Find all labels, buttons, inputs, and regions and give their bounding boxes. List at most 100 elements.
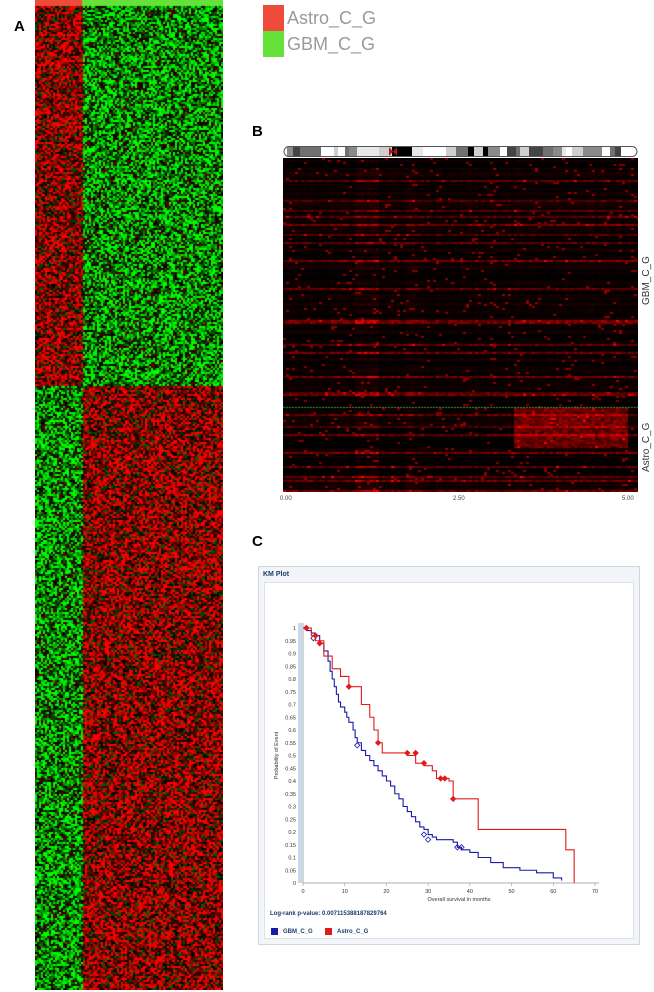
y-tick-label: 0 bbox=[293, 881, 296, 887]
y-tick-label: 0.4 bbox=[288, 779, 296, 785]
chromosome-band bbox=[338, 147, 345, 156]
chromosome-band bbox=[431, 147, 446, 156]
chromosome-band bbox=[529, 147, 543, 156]
chromosome-band bbox=[520, 147, 529, 156]
km-plot-area: 0 0.05 0.1 0.15 0.2 0.25 0.3 0.35 0.4 0.45 0.5 0.55… bbox=[264, 582, 634, 939]
chromosome-band bbox=[488, 147, 500, 156]
censor-mark-GBM_C_G bbox=[454, 844, 461, 851]
x-tick-label: 0 bbox=[301, 889, 304, 895]
legend-label-astro: Astro_C_G bbox=[287, 8, 377, 28]
y-tick-label: 0.2 bbox=[288, 830, 296, 836]
chromosome-band bbox=[412, 147, 423, 156]
x-tick-label: 60 bbox=[550, 889, 556, 895]
chromosome-band bbox=[610, 147, 615, 156]
y-tick-label: 0.35 bbox=[285, 792, 296, 798]
chromosome-band bbox=[583, 147, 595, 156]
panel-b-label: B bbox=[252, 123, 263, 140]
y-axis-strip bbox=[298, 623, 302, 883]
censor-mark-Astro_C_G bbox=[420, 759, 428, 767]
chromosome-band bbox=[615, 147, 621, 156]
chromosome-band bbox=[507, 147, 516, 156]
chromosome-band bbox=[621, 147, 634, 156]
km-legend-label-astro: Astro_C_G bbox=[337, 928, 369, 935]
censor-mark-Astro_C_G bbox=[303, 624, 310, 632]
y-tick-label: 0.5 bbox=[288, 754, 296, 760]
legend-label-gbm: GBM_C_G bbox=[287, 34, 376, 54]
chromosome-band bbox=[357, 147, 366, 156]
censor-mark-GBM_C_G bbox=[354, 742, 361, 749]
chromosome-band bbox=[300, 147, 311, 156]
x-axis-title: Overall survival in months bbox=[428, 897, 491, 903]
y-tick-label: 0.25 bbox=[285, 817, 296, 823]
chromosome-band bbox=[366, 147, 379, 156]
chromosome-band bbox=[500, 147, 507, 156]
chromosome-band bbox=[543, 147, 553, 156]
panel-b-tick-0: 0.00 bbox=[280, 496, 292, 502]
x-tick-label: 70 bbox=[592, 889, 598, 895]
series-line-GBM_C_G bbox=[303, 627, 563, 881]
y-tick-label: 0.3 bbox=[288, 805, 296, 811]
chromosome-band bbox=[483, 147, 488, 156]
panel-b-label-gbm: GBM_C_G bbox=[641, 256, 652, 305]
series-line-Astro_C_G bbox=[303, 627, 575, 883]
chromosome-outline bbox=[283, 146, 638, 157]
censor-mark-Astro_C_G bbox=[345, 683, 353, 690]
censor-mark-Astro_C_G bbox=[450, 795, 457, 803]
censor-mark-Astro_C_G bbox=[441, 775, 448, 782]
chromosome-band bbox=[287, 147, 293, 156]
km-frame-title: KM Plot bbox=[263, 571, 290, 578]
y-tick-label: 0.05 bbox=[285, 868, 296, 874]
chromosome-band bbox=[392, 147, 403, 156]
km-legend-swatch-astro bbox=[325, 928, 332, 935]
chromosome-band bbox=[379, 147, 392, 156]
y-tick-label: 0.8 bbox=[288, 677, 296, 683]
km-plot-frame: KM Plot 0 0.05 0.1 0.15 0.2 0.25 0.3 0.35 0.4 0.4… bbox=[258, 566, 640, 945]
y-tick-label: 0.85 bbox=[285, 664, 296, 670]
y-tick-label: 0.95 bbox=[285, 639, 296, 645]
x-tick-label: 40 bbox=[467, 889, 473, 895]
panel-b-label-astro: Astro_C_G bbox=[641, 422, 652, 472]
chromosome-band bbox=[456, 147, 468, 156]
chromosome-band bbox=[349, 147, 357, 156]
chromosome-band bbox=[403, 147, 412, 156]
censor-mark-GBM_C_G bbox=[458, 844, 465, 851]
x-tick-label: 30 bbox=[425, 889, 431, 895]
censor-mark-Astro_C_G bbox=[404, 749, 411, 757]
centromere-marker bbox=[389, 147, 397, 156]
censor-mark-Astro_C_G bbox=[437, 775, 444, 782]
y-tick-label: 0.75 bbox=[285, 690, 296, 696]
legend-swatch-astro bbox=[263, 5, 284, 31]
chromosome-band bbox=[311, 147, 321, 156]
censor-mark-Astro_C_G bbox=[316, 640, 323, 647]
chromosome-band bbox=[595, 147, 602, 156]
censor-mark-Astro_C_G bbox=[374, 739, 382, 746]
panel-c-label: C bbox=[252, 533, 263, 550]
x-tick-label: 50 bbox=[509, 889, 515, 895]
y-tick-label: 0.15 bbox=[285, 843, 296, 849]
y-tick-label: 0.55 bbox=[285, 741, 296, 747]
chromosome-band bbox=[566, 147, 572, 156]
chromosome-band bbox=[334, 147, 338, 156]
km-legend-gbm: GBM_C_G bbox=[271, 928, 313, 935]
expression-heatmap bbox=[35, 0, 223, 990]
chromosome-band bbox=[423, 147, 431, 156]
chromosome-band bbox=[562, 147, 566, 156]
panel-b-tick-2: 5.00 bbox=[622, 496, 634, 502]
y-tick-label: 0.9 bbox=[288, 652, 296, 658]
x-tick-label: 10 bbox=[342, 889, 348, 895]
censor-mark-GBM_C_G bbox=[424, 836, 432, 843]
panel-a-label: A bbox=[14, 18, 25, 35]
panel-b-tick-1: 2.50 bbox=[453, 496, 465, 502]
km-legend-astro: Astro_C_G bbox=[325, 928, 368, 935]
km-pvalue: Log-rank p-value: 0.00711538818782976​4 bbox=[270, 911, 387, 917]
chromosome-band bbox=[572, 147, 583, 156]
y-tick-label: 0.6 bbox=[288, 728, 296, 734]
copy-number-heatmap bbox=[283, 158, 638, 492]
chromosome-ideogram bbox=[283, 146, 638, 157]
km-legend-label-gbm: GBM_C_G bbox=[283, 928, 313, 935]
y-axis-title: Probability of Event bbox=[274, 731, 280, 779]
y-tick-label: 0.65 bbox=[285, 715, 296, 721]
chromosome-band bbox=[516, 147, 520, 156]
y-tick-label: 1 bbox=[293, 626, 296, 632]
chromosome-band bbox=[553, 147, 562, 156]
